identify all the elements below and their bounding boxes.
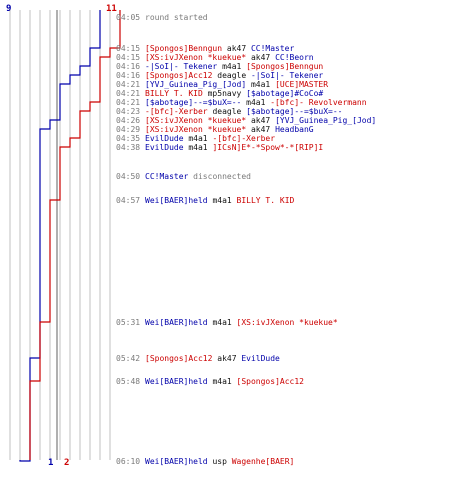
weapon-label: m4a1 [207, 196, 237, 205]
blue-start-count: 9 [6, 4, 12, 14]
event-time: 04:35 [116, 134, 141, 143]
player-name: [$abotage]#CoCo# [246, 89, 324, 98]
blue-team-line [19, 10, 101, 462]
player-name: CC!Master [145, 172, 189, 181]
player-name: [XS:ivJXenon *kuekue* [145, 53, 247, 62]
event-row: [$abotage]--=$buX=-- m4a1 -[bfc]- Revolv… [145, 98, 367, 107]
event-time: 06:10 [116, 457, 141, 466]
player-name: -[bfc]-Xerber [212, 134, 276, 143]
event-time: 04:16 [116, 71, 141, 80]
event-row: [Spongos]Benngun ak47 CC!Master [145, 44, 294, 53]
player-name: [Spongos]Benngun [145, 44, 223, 53]
weapon-label: m4a1 [183, 143, 213, 152]
weapon-label: ak47 [246, 116, 276, 125]
event-time: 05:31 [116, 318, 141, 327]
event-time: 04:38 [116, 143, 141, 152]
event-time: 05:42 [116, 354, 141, 363]
event-time: 04:29 [116, 125, 141, 134]
event-row: Wei[BAER]held m4a1 [Spongos]Acc12 [145, 377, 304, 386]
player-name: EvilDude [145, 143, 184, 152]
player-name: Wei[BAER]held [145, 377, 208, 386]
player-name: HeadbanG [275, 125, 314, 134]
weapon-label: ak47 [222, 44, 251, 53]
weapon-label: mp5navy [202, 89, 247, 98]
red-start-count: 11 [106, 4, 117, 14]
weapon-label: m4a1 [241, 98, 271, 107]
event-status: round started [145, 13, 208, 22]
event-time: 04:26 [116, 116, 141, 125]
event-row: EvilDude m4a1 ]ICsN]E*-*Spow*-*[RIP]I [145, 143, 323, 152]
weapon-label: deagle [207, 107, 247, 116]
event-time: 05:48 [116, 377, 141, 386]
event-time: 04:15 [116, 44, 141, 53]
event-row: -|SoI|- Tekener m4a1 [Spongos]Benngun [145, 62, 323, 71]
event-time: 04:15 [116, 53, 141, 62]
player-name: Wagenhe[BAER] [231, 457, 295, 466]
red-end-count: 2 [64, 458, 70, 468]
player-name: -|SoI|- Tekener [145, 62, 218, 71]
player-name: Wei[BAER]held [145, 457, 208, 466]
event-row: [Spongos]Acc12 ak47 EvilDude [145, 354, 280, 363]
player-name: Wei[BAER]held [145, 318, 208, 327]
event-row: round started [145, 13, 208, 22]
event-time: 04:05 [116, 13, 141, 22]
player-name: [UCE]MASTER [275, 80, 329, 89]
event-time: 04:21 [116, 80, 141, 89]
player-name: CC!Master [250, 44, 295, 53]
player-name: [$abotage]--=$buX=-- [246, 107, 343, 116]
player-name: [YVJ_Guinea_Pig_[Jod] [275, 116, 377, 125]
event-row: [XS:ivJXenon *kuekue* ak47 HeadbanG [145, 125, 314, 134]
event-row: [Spongos]Acc12 deagle -|SoI|- Tekener [145, 71, 323, 80]
player-name: [Spongos]Acc12 [236, 377, 304, 386]
event-row: EvilDude m4a1 -[bfc]-Xerber [145, 134, 275, 143]
player-name: [$abotage]--=$buX=-- [145, 98, 242, 107]
player-name: [XS:ivJXenon *kuekue* [145, 116, 247, 125]
event-time: 04:23 [116, 107, 141, 116]
event-time: 04:57 [116, 196, 141, 205]
event-row: [XS:ivJXenon *kuekue* ak47 [YVJ_Guinea_P… [145, 116, 376, 125]
player-name: -[bfc]- Revolvermann [270, 98, 367, 107]
event-row: Wei[BAER]held usp Wagenhe[BAER] [145, 457, 294, 466]
weapon-label: ak47 [212, 354, 242, 363]
event-row: Wei[BAER]held m4a1 [XS:ivJXenon *kuekue* [145, 318, 338, 327]
event-time: 04:21 [116, 89, 141, 98]
player-name: [XS:ivJXenon *kuekue* [236, 318, 338, 327]
weapon-label: deagle [212, 71, 251, 80]
red-team-line [29, 10, 121, 460]
weapon-label: m4a1 [246, 80, 276, 89]
weapon-label: m4a1 [207, 318, 237, 327]
player-name: CC!Beorn [275, 53, 314, 62]
event-status: disconnected [188, 172, 251, 181]
event-row: CC!Master disconnected [145, 172, 251, 181]
event-row: Wei[BAER]held m4a1 BILLY T. KID [145, 196, 294, 205]
player-name: [XS:ivJXenon *kuekue* [145, 125, 247, 134]
weapon-label: m4a1 [207, 377, 237, 386]
event-row: [YVJ_Guinea_Pig_[Jod] m4a1 [UCE]MASTER [145, 80, 328, 89]
player-name: EvilDude [145, 134, 184, 143]
player-name: Wei[BAER]held [145, 196, 208, 205]
event-time: 04:21 [116, 98, 141, 107]
player-name: [Spongos]Acc12 [145, 354, 213, 363]
weapon-label: usp [207, 457, 232, 466]
player-name: -[bfc]-Xerber [145, 107, 208, 116]
blue-end-count: 1 [48, 458, 54, 468]
event-time: 04:16 [116, 62, 141, 71]
weapon-label: m4a1 [217, 62, 247, 71]
weapon-label: ak47 [246, 125, 276, 134]
player-name: [YVJ_Guinea_Pig_[Jod] [145, 80, 247, 89]
event-row: [XS:ivJXenon *kuekue* ak47 CC!Beorn [145, 53, 314, 62]
player-name: ]ICsN]E*-*Spow*-*[RIP]I [212, 143, 324, 152]
player-name: BILLY T. KID [236, 196, 295, 205]
event-row: BILLY T. KID mp5navy [$abotage]#CoCo# [145, 89, 323, 98]
event-time: 04:50 [116, 172, 141, 181]
player-name: [Spongos]Benngun [246, 62, 324, 71]
player-name: EvilDude [241, 354, 280, 363]
player-name: [Spongos]Acc12 [145, 71, 213, 80]
player-name: -|SoI|- Tekener [250, 71, 324, 80]
weapon-label: m4a1 [183, 134, 213, 143]
event-row: -[bfc]-Xerber deagle [$abotage]--=$buX=-… [145, 107, 342, 116]
weapon-label: ak47 [246, 53, 276, 62]
player-name: BILLY T. KID [145, 89, 203, 98]
